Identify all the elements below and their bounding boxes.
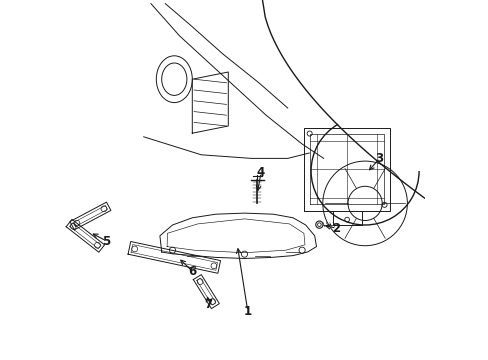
Text: 4: 4 [256, 166, 264, 179]
Text: 2: 2 [331, 222, 340, 235]
Text: 6: 6 [188, 265, 196, 278]
Text: 7: 7 [204, 298, 212, 311]
Text: 3: 3 [375, 152, 383, 165]
Text: 1: 1 [243, 305, 251, 318]
Text: 5: 5 [102, 235, 110, 248]
